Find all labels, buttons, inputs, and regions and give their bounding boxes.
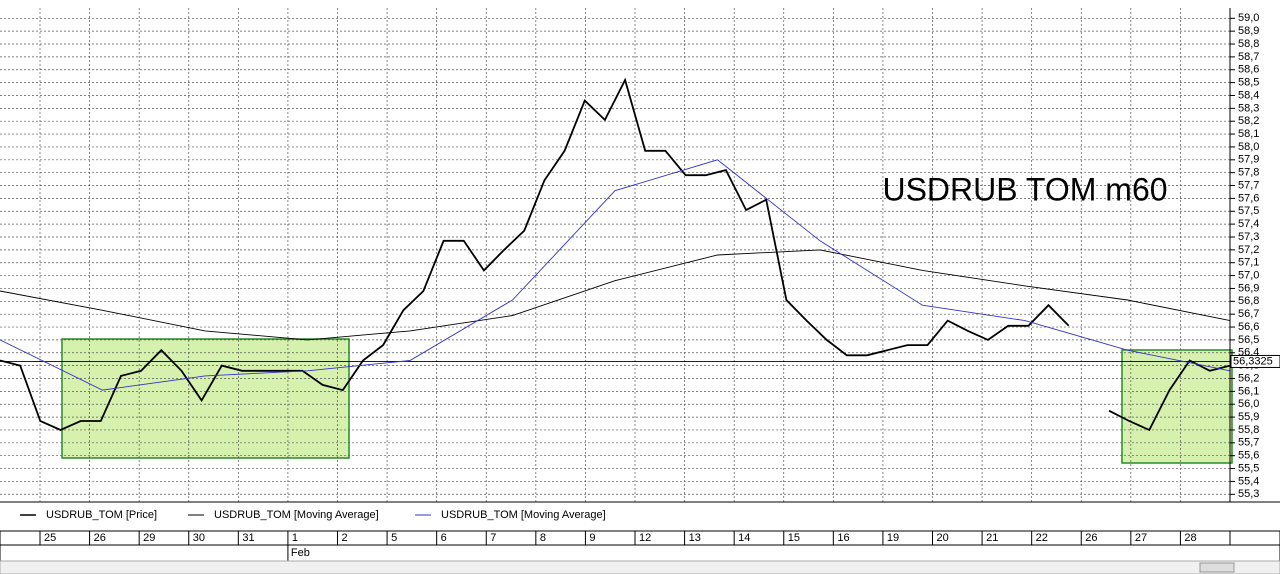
- y-tick-label: 58,3: [1238, 102, 1259, 114]
- y-tick-label: 57,9: [1238, 154, 1259, 166]
- highlight-box: [61, 338, 350, 459]
- y-tick-label: 56,7: [1238, 308, 1259, 320]
- y-tick-label: 58,4: [1238, 89, 1259, 101]
- legend-label: USDRUB_TOM [Moving Average]: [441, 509, 606, 521]
- date-label: 20: [937, 532, 949, 544]
- series-line: [0, 77, 1231, 432]
- date-label: 9: [589, 532, 595, 544]
- date-label: 21: [986, 532, 998, 544]
- month-label: Feb: [291, 547, 310, 559]
- y-tick-label: 55,8: [1238, 424, 1259, 436]
- y-tick-label: 57,3: [1238, 231, 1259, 243]
- date-label: 1: [292, 532, 298, 544]
- y-tick-label: 58,9: [1238, 25, 1259, 37]
- date-label: 8: [540, 532, 546, 544]
- date-axis: 25 26 29 30 31 1 2 5 6 7 8 9 12 13 14 15 16 19 20 21 22 26 27 2…: [39, 531, 1231, 561]
- scrollbar[interactable]: [0, 560, 1280, 574]
- date-label: 26: [1085, 532, 1097, 544]
- y-tick-label: 58,8: [1238, 38, 1259, 50]
- series-line: [0, 249, 1231, 341]
- date-label: 27: [1135, 532, 1147, 544]
- date-label: 19: [887, 532, 899, 544]
- y-tick-label: 55,7: [1238, 437, 1259, 449]
- y-tick-label: 56,1: [1238, 385, 1259, 397]
- y-tick-label: 56,9: [1238, 282, 1259, 294]
- last-price-box: [1230, 354, 1280, 368]
- series-line: [0, 159, 1231, 391]
- highlight-box: [1121, 349, 1233, 464]
- legend-label: USDRUB_TOM [Price]: [46, 509, 157, 521]
- last-price-label: 56,3325: [1233, 355, 1273, 367]
- date-label: 6: [441, 532, 447, 544]
- y-tick-label: 57,6: [1238, 192, 1259, 204]
- date-label: 31: [242, 532, 254, 544]
- y-tick-label: 56,8: [1238, 295, 1259, 307]
- y-tick-label: 56,5: [1238, 334, 1259, 346]
- y-tick-label: 57,5: [1238, 205, 1259, 217]
- date-label: 5: [391, 532, 397, 544]
- y-tick-label: 57,8: [1238, 167, 1259, 179]
- y-tick-label: 57,1: [1238, 257, 1259, 269]
- y-tick-label: 57,7: [1238, 179, 1259, 191]
- y-tick-label: 56,2: [1238, 372, 1259, 384]
- y-tick-label: 58,6: [1238, 64, 1259, 76]
- date-label: 30: [193, 532, 205, 544]
- y-tick-label: 58,1: [1238, 128, 1259, 140]
- date-label: 16: [837, 532, 849, 544]
- date-label: 7: [490, 532, 496, 544]
- date-label: 13: [689, 532, 701, 544]
- date-label: 22: [1036, 532, 1048, 544]
- date-label: 29: [143, 532, 155, 544]
- y-tick-label: 56,6: [1238, 321, 1259, 333]
- legend-label: USDRUB_TOM [Moving Average]: [214, 509, 379, 521]
- annotation: USDRUB TOM m60: [882, 171, 1167, 207]
- date-label: 26: [94, 532, 106, 544]
- y-tick-label: 58,7: [1238, 51, 1259, 63]
- y-tick-label: 55,5: [1238, 462, 1259, 474]
- date-label: 28: [1184, 532, 1196, 544]
- y-tick-label: 57,2: [1238, 244, 1259, 256]
- y-tick-label: 57,0: [1238, 269, 1259, 281]
- y-tick-label: 57,4: [1238, 218, 1259, 230]
- y-tick-label: 55,9: [1238, 411, 1259, 423]
- y-tick-label: 55,4: [1238, 475, 1259, 487]
- date-label: 14: [738, 532, 750, 544]
- date-label: 12: [639, 532, 651, 544]
- scrollbar-thumb[interactable]: [1199, 562, 1235, 573]
- y-tick-label: 56,0: [1238, 398, 1259, 410]
- y-tick-label: 58,0: [1238, 141, 1259, 153]
- date-label: 2: [342, 532, 348, 544]
- y-tick-label: 58,2: [1238, 115, 1259, 127]
- date-label: 15: [788, 532, 800, 544]
- legend: USDRUB_TOM [Price] USDRUB_TOM [Moving Ave…: [20, 509, 606, 521]
- y-tick-label: 55,3: [1238, 488, 1259, 500]
- y-tick-label: 55,6: [1238, 450, 1259, 462]
- y-tick-label: 59,0: [1238, 12, 1259, 24]
- y-tick-label: 58,5: [1238, 77, 1259, 89]
- marks: [0, 77, 1231, 432]
- date-label: 25: [44, 532, 56, 544]
- grid: [0, 8, 1235, 502]
